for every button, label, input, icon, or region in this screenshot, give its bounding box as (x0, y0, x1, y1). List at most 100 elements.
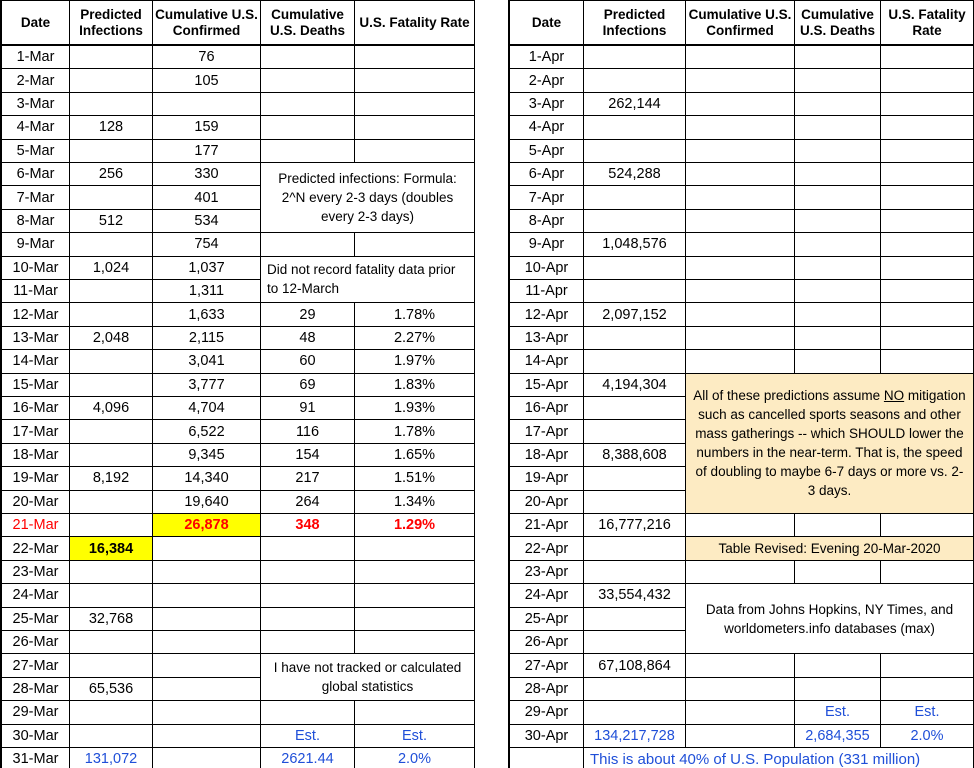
date-cell: 31-Mar (0, 748, 70, 768)
data-cell (261, 139, 355, 163)
data-cell (686, 326, 795, 351)
data-cell (584, 420, 686, 444)
data-cell: 159 (153, 116, 261, 140)
data-cell: 1,311 (153, 280, 261, 304)
data-cell: 262,144 (584, 92, 686, 117)
data-cell (153, 654, 261, 678)
data-cell (70, 280, 153, 304)
date-cell: 23-Apr (508, 560, 584, 585)
date-cell: 17-Apr (508, 420, 584, 444)
data-cell (686, 560, 795, 585)
date-cell: 29-Mar (0, 701, 70, 725)
data-cell: 264 (261, 490, 355, 514)
data-cell (881, 326, 974, 351)
data-cell: 2621.44 (261, 748, 355, 768)
note-text: Did not record fatality data prior to 12… (267, 260, 468, 298)
data-cell (261, 607, 355, 631)
date-cell: 6-Apr (508, 163, 584, 187)
data-cell: 131,072 (70, 748, 153, 768)
data-cell: 1,633 (153, 303, 261, 327)
data-cell: 1.93% (355, 397, 475, 421)
note-part: This is about 40% of U.S. Population (33… (590, 750, 921, 768)
data-cell (70, 514, 153, 538)
note-text: Table Revised: Evening 20-Mar-2020 (718, 539, 940, 558)
date-cell: 12-Apr (508, 303, 584, 327)
data-cell (261, 46, 355, 70)
data-cell (795, 69, 881, 93)
data-cell (584, 69, 686, 93)
date-cell: 11-Apr (508, 280, 584, 304)
data-cell (355, 139, 475, 163)
data-cell: 512 (70, 209, 153, 234)
date-cell: 24-Mar (0, 584, 70, 608)
data-cell: Est. (355, 724, 475, 748)
data-cell: 1.29% (355, 514, 475, 538)
data-cell: 4,704 (153, 397, 261, 421)
date-cell: 18-Apr (508, 443, 584, 468)
data-cell (881, 256, 974, 280)
data-cell: 534 (153, 209, 261, 234)
data-cell (584, 256, 686, 280)
date-cell: 23-Mar (0, 560, 70, 585)
date-cell: 9-Apr (508, 233, 584, 257)
data-cell: 91 (261, 397, 355, 421)
date-cell: 14-Mar (0, 350, 70, 374)
data-cell: 4,194,304 (584, 373, 686, 397)
data-cell (70, 701, 153, 725)
data-cell (153, 748, 261, 768)
date-cell: 25-Mar (0, 607, 70, 631)
data-cell (70, 490, 153, 514)
data-cell: 3,041 (153, 350, 261, 374)
data-cell (686, 280, 795, 304)
date-cell: 5-Apr (508, 139, 584, 163)
data-cell (686, 233, 795, 257)
data-cell (795, 92, 881, 117)
data-cell (70, 373, 153, 397)
data-cell (70, 186, 153, 210)
note-part: Data from Johns Hopkins, NY Times, and w… (705, 601, 954, 636)
data-cell: 177 (153, 139, 261, 163)
note-part: All of these predictions assume (693, 388, 884, 404)
date-cell: 3-Apr (508, 92, 584, 117)
header-cell: Cumulative U.S. Deaths (795, 0, 881, 46)
data-cell (355, 701, 475, 725)
data-cell: 2.0% (881, 724, 974, 748)
data-cell (795, 350, 881, 374)
data-cell: 128 (70, 116, 153, 140)
data-cell (355, 46, 475, 70)
date-cell: 21-Apr (508, 514, 584, 538)
data-cell (70, 420, 153, 444)
data-cell (686, 116, 795, 140)
date-cell: 1-Apr (508, 46, 584, 70)
data-cell (70, 584, 153, 608)
data-cell: 1.34% (355, 490, 475, 514)
note-part: I have not tracked or calculated global … (273, 660, 462, 695)
data-cell (70, 350, 153, 374)
data-cell: Est. (881, 701, 974, 725)
data-cell (795, 326, 881, 351)
data-cell (881, 654, 974, 678)
data-cell (795, 303, 881, 327)
data-cell (153, 607, 261, 631)
data-cell (261, 233, 355, 257)
data-cell: 9,345 (153, 443, 261, 468)
data-cell (261, 69, 355, 93)
data-cell (584, 326, 686, 351)
date-cell: 17-Mar (0, 420, 70, 444)
header-cell: Date (508, 0, 584, 46)
note: Table Revised: Evening 20-Mar-2020 (686, 537, 974, 561)
data-cell (584, 139, 686, 163)
data-cell: 1.97% (355, 350, 475, 374)
header-cell: Date (0, 0, 70, 46)
data-cell (355, 92, 475, 117)
data-cell (881, 233, 974, 257)
note: Data from Johns Hopkins, NY Times, and w… (686, 584, 974, 655)
date-cell: 11-Mar (0, 280, 70, 304)
data-cell (686, 677, 795, 702)
data-cell: 1.78% (355, 303, 475, 327)
data-cell: 348 (261, 514, 355, 538)
data-cell: 1.83% (355, 373, 475, 397)
date-cell: 26-Mar (0, 631, 70, 655)
date-cell (508, 748, 584, 768)
data-cell (686, 69, 795, 93)
